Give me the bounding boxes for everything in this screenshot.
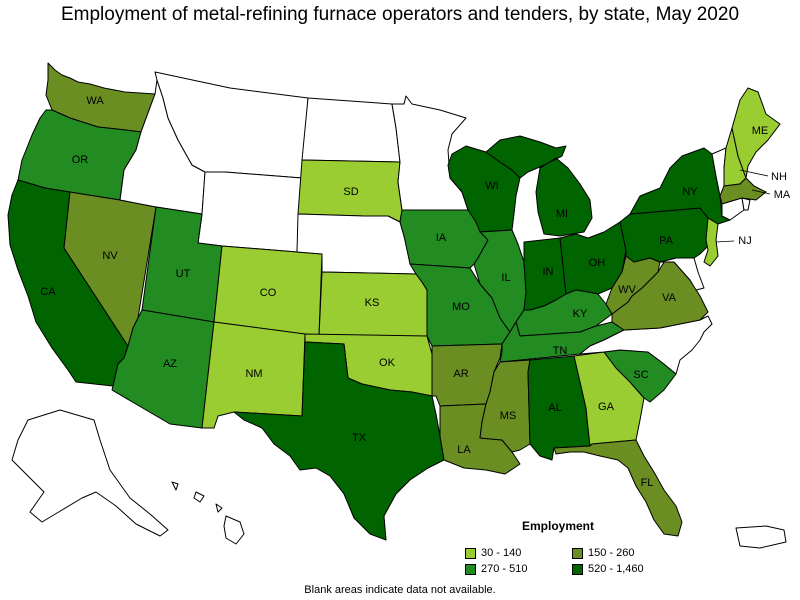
legend-title: Employment: [522, 519, 595, 533]
legend-swatch-4: [572, 563, 583, 575]
state-label-KY: KY: [573, 308, 588, 320]
state-label-AZ: AZ: [163, 358, 177, 370]
state-label-NY: NY: [682, 186, 698, 198]
state-RI[interactable]: [741, 197, 751, 211]
state-label-IL: IL: [501, 272, 510, 284]
legend-swatch-3: [465, 563, 476, 575]
state-label-NM: NM: [245, 368, 262, 380]
state-label-GA: GA: [598, 401, 615, 413]
state-label-MA: MA: [774, 189, 791, 201]
state-NC[interactable]: [579, 315, 713, 375]
footnote: Blank areas indicate data not available.: [304, 584, 496, 596]
state-TX[interactable]: [233, 341, 445, 541]
state-label-UT: UT: [176, 268, 191, 280]
legend-item-4: 520 - 1,460: [572, 563, 644, 575]
state-label-WI: WI: [485, 180, 498, 192]
state-label-PA: PA: [659, 235, 674, 247]
legend-swatch-2: [572, 547, 583, 559]
state-label-AR: AR: [453, 368, 468, 380]
state-WY[interactable]: [197, 171, 303, 253]
state-label-FL: FL: [641, 477, 654, 489]
state-label-WV: WV: [618, 284, 636, 296]
state-label-OR: OR: [72, 154, 89, 166]
state-FL[interactable]: [553, 439, 683, 537]
state-label-MO: MO: [452, 301, 470, 313]
state-HI[interactable]: [171, 481, 245, 545]
state-label-WA: WA: [86, 95, 104, 107]
legend-item-1: 30 - 140: [465, 547, 521, 559]
legend-label-3: 270 - 510: [481, 563, 528, 575]
state-CT[interactable]: [721, 197, 745, 221]
state-label-LA: LA: [457, 444, 471, 456]
state-label-OK: OK: [379, 357, 396, 369]
legend-label-2: 150 - 260: [588, 547, 635, 559]
state-label-VA: VA: [662, 292, 677, 304]
state-label-OH: OH: [589, 257, 606, 269]
legend-item-2: 150 - 260: [572, 547, 634, 559]
legend-label-4: 520 - 1,460: [588, 563, 644, 575]
state-label-TX: TX: [352, 432, 367, 444]
state-label-TN: TN: [553, 345, 568, 357]
state-label-AL: AL: [548, 402, 561, 414]
state-label-SD: SD: [343, 186, 358, 198]
state-ND[interactable]: [301, 97, 401, 163]
legend-swatch-1: [465, 547, 476, 559]
state-label-SC: SC: [633, 369, 648, 381]
legend-item-3: 270 - 510: [465, 563, 527, 575]
state-label-NH: NH: [771, 171, 787, 183]
state-MT[interactable]: [154, 71, 309, 179]
state-label-CO: CO: [260, 287, 277, 299]
state-label-KS: KS: [365, 297, 380, 309]
state-label-MS: MS: [500, 410, 517, 422]
page-title: Employment of metal-refining furnace ope…: [60, 4, 740, 25]
state-label-CA: CA: [40, 286, 56, 298]
state-label-NJ: NJ: [738, 235, 751, 247]
state-ME[interactable]: [731, 87, 781, 179]
state-AK[interactable]: [11, 409, 169, 537]
state-label-MI: MI: [556, 208, 568, 220]
legend-label-1: 30 - 140: [481, 547, 522, 559]
state-NJ[interactable]: [703, 217, 719, 267]
state-label-ME: ME: [752, 125, 769, 137]
state-WV[interactable]: [605, 255, 661, 315]
state-label-IN: IN: [543, 266, 554, 278]
state-label-IA: IA: [436, 232, 447, 244]
state-MI[interactable]: [485, 135, 593, 237]
state-PR[interactable]: [735, 525, 787, 549]
state-label-NV: NV: [102, 250, 118, 262]
